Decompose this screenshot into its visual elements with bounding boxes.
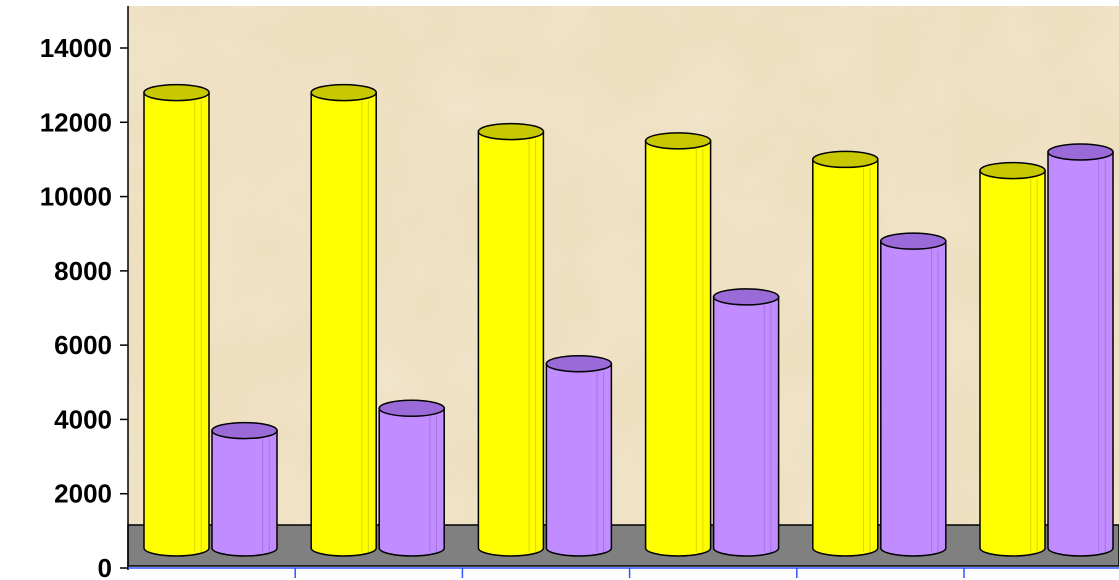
- bar-body: [644, 140, 712, 557]
- bar-series-1-4: [644, 132, 712, 557]
- bar-series-2-2: [378, 399, 445, 557]
- bar-body: [477, 130, 545, 557]
- bar-body: [211, 429, 278, 557]
- bar-top: [477, 122, 545, 141]
- bar-top: [1047, 143, 1114, 161]
- bar-series-1-5: [812, 150, 879, 557]
- y-tick-label: 4000: [54, 404, 112, 434]
- bar-series-1-3: [477, 122, 545, 557]
- bar-body: [812, 158, 879, 557]
- plot-background-texture: [128, 6, 1119, 566]
- bar-series-2-6: [1047, 143, 1114, 557]
- bar-body: [143, 91, 210, 557]
- y-tick-label: 0: [98, 553, 112, 580]
- y-tick-label: 8000: [54, 256, 112, 286]
- bar-body: [712, 296, 780, 557]
- bar-top: [812, 150, 879, 169]
- bar-top: [979, 161, 1046, 180]
- bar-top: [712, 288, 780, 306]
- bar-series-2-4: [712, 288, 780, 557]
- bar-body: [1047, 151, 1114, 557]
- bar-top: [644, 132, 712, 150]
- floor: [127, 524, 1119, 567]
- x-axis-ticks: [294, 568, 965, 578]
- bar-series-2-1: [211, 421, 278, 557]
- bars: [143, 83, 1114, 557]
- bar-series-1-6: [979, 161, 1046, 557]
- bar-body: [545, 362, 613, 557]
- y-tick-label: 6000: [54, 330, 112, 360]
- bar-top: [880, 232, 947, 250]
- bar-series-2-5: [880, 232, 947, 557]
- bar-body: [378, 407, 445, 557]
- y-axis-ticks: 0 2000 4000 6000 8000 10000 12000 14000: [40, 33, 128, 580]
- bar-top: [310, 83, 377, 102]
- y-tick-label: 12000: [40, 107, 112, 137]
- bar-body: [979, 169, 1046, 557]
- y-tick-label: 10000: [40, 182, 112, 212]
- bar-body: [880, 240, 947, 557]
- bar-series-1-2: [310, 83, 377, 557]
- bar-body: [310, 91, 377, 557]
- bar-series-2-3: [545, 354, 613, 557]
- bar-top: [378, 399, 445, 418]
- y-tick-label: 2000: [54, 479, 112, 509]
- bar-top: [143, 83, 210, 102]
- bar-series-1-1: [143, 83, 210, 557]
- bar-top: [211, 421, 278, 440]
- y-tick-label: 14000: [40, 33, 112, 63]
- bar-top: [545, 354, 613, 373]
